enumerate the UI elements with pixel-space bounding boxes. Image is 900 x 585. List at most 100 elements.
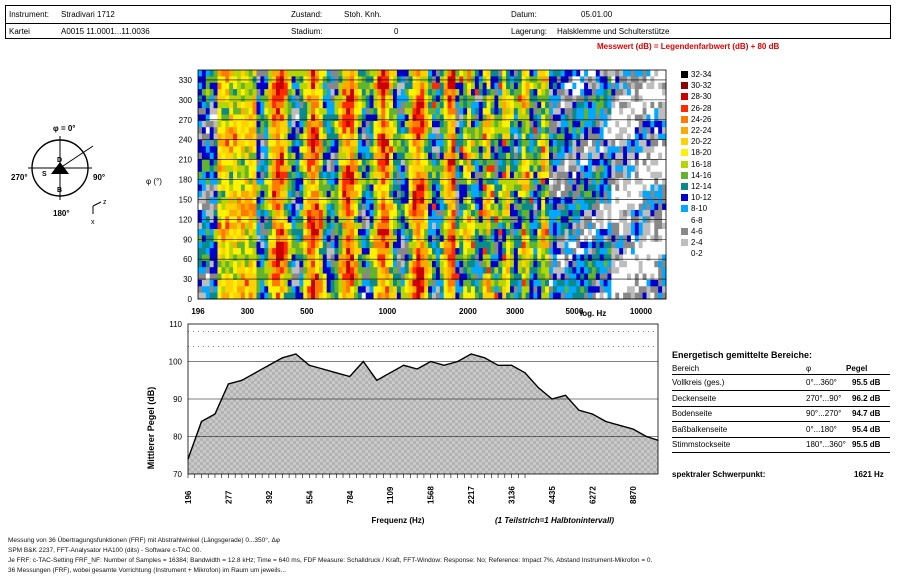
heatmap-cell — [346, 248, 351, 255]
heatmap-cell — [611, 254, 616, 262]
heatmap-cell — [322, 222, 328, 230]
heatmap-cell — [299, 197, 304, 204]
heatmap-cell — [439, 133, 445, 141]
spectrum-xtick: 784 — [346, 490, 355, 504]
heatmap-cell — [408, 190, 413, 198]
heatmap-cell — [568, 171, 573, 179]
legend-label: 20-22 — [691, 137, 712, 147]
heatmap-cell — [201, 82, 207, 90]
heatmap-cell — [603, 203, 608, 211]
heatmap-cell — [342, 70, 347, 77]
heatmap-cell — [564, 152, 569, 160]
heatmap-cell — [346, 159, 351, 166]
heatmap-cell — [318, 146, 324, 154]
heatmap-cell — [357, 152, 363, 160]
heatmap-cell — [435, 279, 441, 287]
heatmap-cell — [595, 89, 601, 96]
heatmap-cell — [541, 159, 546, 166]
heatmap-cell — [584, 133, 589, 141]
heatmap-cell — [490, 254, 495, 262]
heatmap-cell — [467, 260, 472, 268]
heatmap-cell — [638, 120, 643, 128]
heatmap-cell — [455, 241, 460, 249]
heatmap-cell — [299, 248, 304, 255]
heatmap-cell — [369, 171, 374, 179]
heatmap-cell — [338, 273, 343, 281]
heatmap-cell — [326, 254, 331, 262]
heatmap-cell — [350, 216, 355, 224]
heatmap-cell — [396, 108, 402, 115]
heatmap-cell — [233, 260, 238, 268]
heatmap-cell — [354, 197, 359, 204]
heatmap-cell — [451, 178, 456, 185]
heatmap-cell — [338, 159, 343, 166]
heatmap-cell — [279, 108, 285, 115]
heatmap-cell — [634, 171, 640, 179]
heatmap-cell — [377, 184, 382, 192]
heatmap-cell — [549, 146, 554, 154]
heatmap-cell — [634, 279, 640, 287]
heatmap-cell — [279, 222, 285, 230]
heatmap-cell — [350, 171, 355, 179]
heatmap-cell — [307, 292, 312, 300]
heatmap-cell — [459, 209, 464, 217]
heatmap-cell — [322, 184, 328, 192]
legend-swatch — [681, 183, 688, 190]
heatmap-cell — [638, 235, 643, 243]
heatmap-cell — [279, 286, 285, 294]
heatmap-cell — [467, 273, 472, 281]
heatmap-cell — [357, 139, 363, 147]
heatmap-cell — [490, 171, 495, 179]
heatmap-cell — [256, 292, 261, 300]
heatmap-cell — [463, 260, 468, 268]
heatmap-cell — [389, 152, 394, 160]
heatmap-cell — [260, 267, 265, 274]
heatmap-cell — [443, 178, 448, 185]
heatmap-cell — [556, 216, 562, 224]
heatmap-cell — [318, 101, 324, 109]
heatmap-cell — [272, 114, 277, 122]
heatmap-cell — [471, 159, 476, 166]
heatmap-cell — [373, 95, 378, 103]
heatmap-cell — [502, 286, 507, 294]
heatmap-cell — [552, 190, 558, 198]
heatmap-cell — [529, 120, 534, 128]
heatmap-cell — [264, 108, 269, 115]
heatmap-cell — [529, 273, 534, 281]
heatmap-cell — [634, 89, 640, 96]
heatmap-cell — [650, 152, 655, 160]
heatmap-cell — [650, 165, 655, 173]
heatmap-cell — [471, 133, 476, 141]
heatmap-cell — [338, 82, 343, 90]
heatmap-cell — [256, 190, 261, 198]
heatmap-cell — [627, 171, 632, 179]
heatmap-cell — [283, 184, 289, 192]
heatmap-cell — [424, 273, 429, 281]
heatmap-cell — [607, 95, 612, 103]
heatmap-cell — [248, 209, 253, 217]
heatmap-cell — [260, 254, 265, 262]
heatmap-cell — [541, 190, 546, 198]
spectrum-xtick: 6272 — [588, 486, 597, 504]
heatmap-cell — [615, 222, 620, 230]
heatmap-cell — [611, 159, 616, 166]
heatmap-cell — [201, 120, 207, 128]
heatmap-cell — [467, 254, 472, 262]
heatmap-cell — [244, 286, 250, 294]
heatmap-cell — [229, 133, 234, 141]
heatmap-cell — [646, 146, 651, 154]
heatmap-cell — [385, 216, 390, 224]
heatmap-cell — [576, 216, 581, 224]
heatmap-cell — [205, 235, 211, 243]
heatmap-cell — [432, 152, 437, 160]
header-divider — [6, 23, 890, 24]
heatmap-cell — [416, 216, 421, 224]
heatmap-cell — [506, 127, 511, 135]
heatmap-cell — [588, 114, 593, 122]
heatmap-cell — [303, 108, 308, 115]
heatmap-cell — [322, 273, 328, 281]
heatmap-cell — [393, 184, 398, 192]
heatmap-cell — [256, 260, 261, 268]
heatmap-cell — [244, 101, 250, 109]
heatmap-cell — [400, 101, 406, 109]
